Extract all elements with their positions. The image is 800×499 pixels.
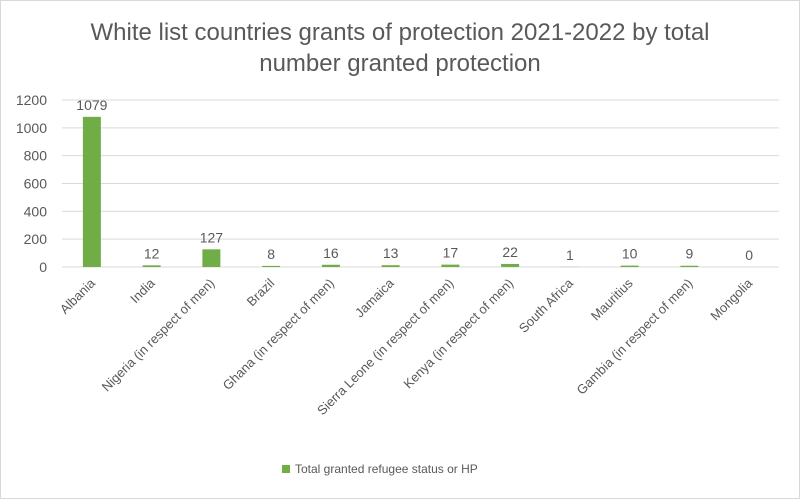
data-label: 10 — [622, 246, 638, 262]
x-tick-label: Albania — [57, 275, 99, 317]
bar — [620, 265, 639, 267]
x-tick-label: Gambia (in respect of men) — [574, 276, 696, 398]
y-tick-label: 800 — [24, 148, 48, 164]
x-tick-label: Ghana (in respect of men) — [220, 276, 337, 393]
chart-title-line: number granted protection — [259, 50, 541, 77]
data-label: 1079 — [76, 97, 107, 113]
chart-title-line: White list countries grants of protectio… — [90, 19, 709, 46]
data-label: 13 — [383, 245, 399, 261]
y-tick-label: 1000 — [16, 120, 47, 136]
data-label: 1 — [566, 247, 574, 263]
x-tick-label: Mauritius — [588, 275, 636, 323]
x-tick-label: Jamaica — [352, 275, 397, 320]
y-tick-label: 400 — [24, 203, 48, 219]
x-tick-label: Mongolia — [707, 275, 755, 323]
data-label: 16 — [323, 245, 339, 261]
y-tick-label: 200 — [24, 231, 48, 247]
data-label: 0 — [745, 247, 753, 263]
bar — [381, 265, 400, 267]
bar — [142, 265, 161, 267]
data-label: 12 — [144, 245, 160, 261]
data-label: 8 — [267, 246, 275, 262]
y-tick-label: 600 — [24, 176, 48, 192]
data-label: 17 — [443, 245, 459, 261]
x-tick-label: South Africa — [516, 275, 577, 336]
data-label: 127 — [200, 229, 224, 245]
bar — [501, 263, 520, 267]
x-tick-label: India — [127, 275, 158, 306]
bar — [680, 265, 699, 267]
bar — [441, 264, 460, 267]
legend-swatch — [282, 465, 290, 473]
x-tick-label: Nigeria (in respect of men) — [99, 276, 218, 395]
legend-label: Total granted refugee status or HP — [295, 462, 478, 476]
data-label: 22 — [502, 244, 518, 260]
x-tick-label: Kenya (in respect of men) — [400, 276, 516, 392]
bar — [82, 116, 101, 267]
x-tick-label: Brazil — [244, 275, 278, 309]
bar — [321, 264, 340, 267]
y-tick-label: 1200 — [16, 92, 47, 108]
y-tick-label: 0 — [39, 259, 47, 275]
data-label: 9 — [685, 246, 693, 262]
bar — [262, 265, 281, 267]
bar — [202, 249, 221, 267]
